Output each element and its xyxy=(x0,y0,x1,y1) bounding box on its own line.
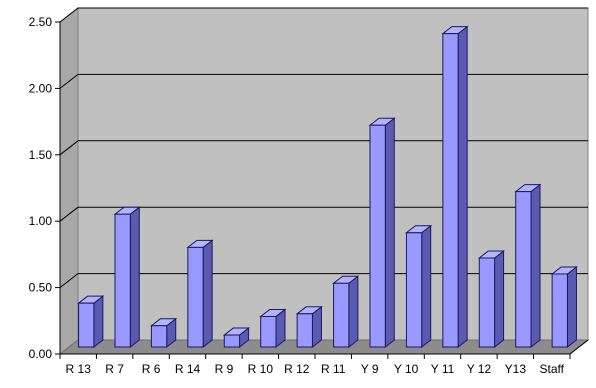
bar-side xyxy=(494,250,505,349)
y-tick-label: 1.00 xyxy=(29,214,53,228)
bar-front xyxy=(515,191,532,348)
x-tick-label: Y13 xyxy=(505,362,527,376)
gridline-side xyxy=(59,74,79,89)
bar xyxy=(222,327,251,349)
gridline-side xyxy=(59,206,79,222)
bar xyxy=(477,250,506,349)
bar-front xyxy=(78,302,95,348)
bar xyxy=(295,305,323,349)
y-tick-label: 2.50 xyxy=(29,15,53,29)
bar xyxy=(441,25,469,349)
bar-front xyxy=(442,33,459,348)
bars xyxy=(77,25,578,349)
bar-side xyxy=(93,295,104,349)
bar xyxy=(368,117,396,349)
x-tick-label: R 12 xyxy=(284,362,310,376)
y-tick-label: 0.50 xyxy=(29,281,53,295)
bar xyxy=(404,224,433,349)
bar-front xyxy=(187,246,204,348)
gridlines xyxy=(59,7,588,288)
bar xyxy=(550,265,578,349)
bar-side xyxy=(348,275,359,349)
bar-front xyxy=(260,315,277,348)
bar-front xyxy=(405,232,423,348)
bar-side xyxy=(384,117,395,349)
bar xyxy=(77,295,105,349)
bar-front xyxy=(369,124,386,348)
side-wall xyxy=(59,6,79,356)
floor xyxy=(58,339,590,355)
x-tick-label: R 14 xyxy=(175,362,201,376)
bar-side xyxy=(566,265,577,349)
y-tick-label: 0.00 xyxy=(29,347,53,361)
bar-front xyxy=(296,313,313,348)
x-tick-label: R 13 xyxy=(66,362,92,376)
y-tick-label: 2.00 xyxy=(29,81,53,95)
bar-front xyxy=(551,273,568,348)
x-tick-label: Y 10 xyxy=(394,362,419,376)
bar xyxy=(259,308,287,349)
bar-side xyxy=(421,224,432,349)
gridline-side xyxy=(59,140,79,156)
bar-side xyxy=(530,183,541,349)
bar xyxy=(149,317,178,349)
x-tick-label: Y 12 xyxy=(467,362,492,376)
bar-side xyxy=(202,239,213,349)
bar xyxy=(514,183,542,349)
y-axis: 0.00 0.50 1.00 1.50 2.00 2.50 xyxy=(29,15,61,361)
bar xyxy=(113,206,141,349)
bar-side xyxy=(457,25,468,349)
bar xyxy=(332,275,360,349)
bar-front xyxy=(223,334,241,348)
x-tick-label: R 6 xyxy=(142,362,161,376)
y-tick-label: 1.50 xyxy=(29,148,53,162)
x-axis: R 13 R 7 R 6 R 14 R 9 R 10 R 12 R 11 Y 9 Y 10 Y 11… xyxy=(59,339,589,376)
bar-front xyxy=(150,325,168,348)
bar-side xyxy=(129,206,140,349)
gridline-side xyxy=(59,273,79,288)
back-wall xyxy=(77,7,589,341)
bar-front xyxy=(478,257,496,348)
x-tick-label: R 9 xyxy=(215,362,234,376)
x-tick-label: Y 11 xyxy=(431,362,455,376)
x-tick-label: Y 9 xyxy=(361,362,379,376)
x-axis-end xyxy=(569,339,589,355)
gridline-side xyxy=(59,7,79,23)
bar-front xyxy=(333,282,350,348)
x-tick-label: R 10 xyxy=(248,362,274,376)
bar-front xyxy=(114,213,131,348)
bar xyxy=(186,239,214,349)
x-tick-label: Staff xyxy=(540,362,565,376)
x-tick-label: R 11 xyxy=(321,362,346,376)
x-tick-label: R 7 xyxy=(105,362,124,376)
